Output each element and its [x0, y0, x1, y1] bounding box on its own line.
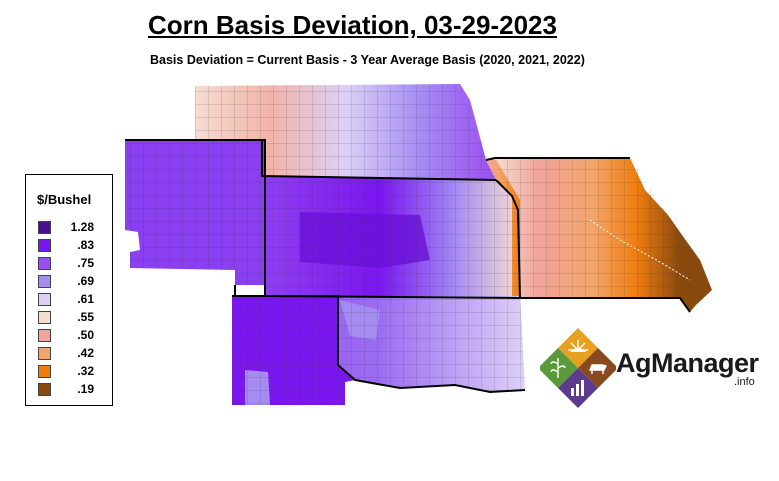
legend-swatch	[38, 257, 51, 270]
legend-label: .75	[77, 256, 94, 270]
legend-item: .61	[38, 292, 108, 306]
legend-item: .55	[38, 310, 108, 324]
legend-item: .69	[38, 274, 108, 288]
legend-label: .42	[77, 346, 94, 360]
page-subtitle: Basis Deviation = Current Basis - 3 Year…	[150, 53, 585, 67]
legend-item: .19	[38, 382, 108, 396]
legend-label: .32	[77, 364, 94, 378]
legend-swatch	[38, 329, 51, 342]
legend-item: .83	[38, 238, 108, 252]
logo-wordmark: AgManager	[616, 348, 759, 378]
county-grid	[125, 84, 712, 405]
legend-label: .61	[77, 292, 94, 306]
legend-item: .42	[38, 346, 108, 360]
legend-label: .55	[77, 310, 94, 324]
legend-item: 1.28	[38, 220, 108, 234]
page-title: Corn Basis Deviation, 03-29-2023	[148, 10, 557, 40]
legend-item: .32	[38, 364, 108, 378]
state-borders	[125, 139, 691, 394]
legend-swatch	[38, 221, 51, 234]
legend-swatch	[38, 293, 51, 306]
legend-title: $/Bushel	[37, 192, 92, 207]
legend-swatch	[38, 365, 51, 378]
legend-label: .19	[77, 382, 94, 396]
legend-swatch	[38, 311, 51, 324]
legend: $/Bushel 1.28 .83 .75 .69 .61 .55 .50 .4…	[25, 174, 113, 406]
legend-item: .50	[38, 328, 108, 342]
logo-suffix: .info	[734, 376, 755, 388]
legend-item: .75	[38, 256, 108, 270]
legend-label: .69	[77, 274, 94, 288]
legend-swatch	[38, 347, 51, 360]
legend-label: .50	[77, 328, 94, 342]
legend-swatch	[38, 275, 51, 288]
legend-swatch	[38, 383, 51, 396]
legend-swatch	[38, 239, 51, 252]
legend-label: 1.28	[70, 220, 94, 234]
legend-label: .83	[77, 238, 94, 252]
agmanager-logo-icon	[540, 328, 616, 408]
